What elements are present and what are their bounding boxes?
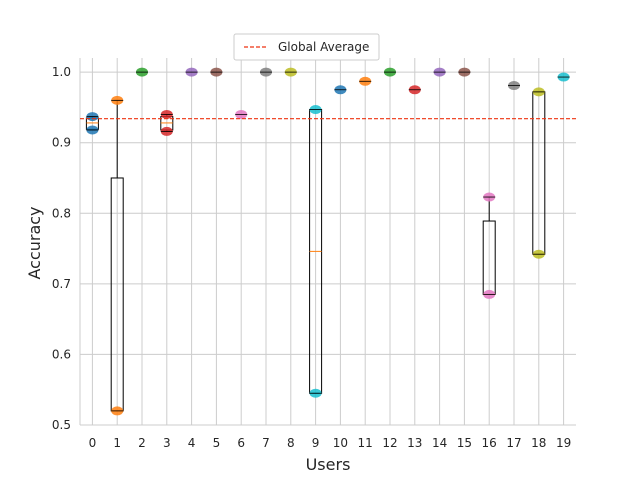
x-tick-label-18: 18 — [531, 436, 546, 450]
y-tick-label-0.8: 0.8 — [52, 206, 71, 220]
x-tick-label-19: 19 — [556, 436, 571, 450]
axes — [79, 58, 576, 426]
x-tick-label-9: 9 — [312, 436, 320, 450]
x-tick-label-11: 11 — [358, 436, 373, 450]
x-tick-label-1: 1 — [113, 436, 121, 450]
x-tick-label-8: 8 — [287, 436, 295, 450]
legend-frame — [233, 33, 380, 61]
x-axis-label: Users — [306, 455, 351, 474]
x-tick-label-15: 15 — [457, 436, 472, 450]
x-tick-label-10: 10 — [333, 436, 348, 450]
legend-label-global-average: Global Average — [278, 40, 369, 54]
x-tick-label-13: 13 — [407, 436, 422, 450]
x-tick-label-14: 14 — [432, 436, 447, 450]
y-tick-label-0.6: 0.6 — [52, 347, 71, 361]
x-tick-label-7: 7 — [262, 436, 270, 450]
x-tick-label-16: 16 — [482, 436, 497, 450]
point-group — [86, 67, 570, 416]
y-tick-labels: 0.5 0.6 0.7 0.8 0.9 1.0 — [52, 65, 71, 432]
x-tick-label-17: 17 — [506, 436, 521, 450]
x-tick-labels: 0 1 2 3 4 5 6 7 8 9 10 11 12 13 14 15 16 17 18 19 — [89, 436, 572, 450]
y-tick-label-0.9: 0.9 — [52, 136, 71, 150]
x-tick-label-3: 3 — [163, 436, 171, 450]
x-tick-label-12: 12 — [382, 436, 397, 450]
x-tick-label-5: 5 — [213, 436, 221, 450]
y-tick-label-0.7: 0.7 — [52, 277, 71, 291]
y-tick-label-1.0: 1.0 — [52, 65, 71, 79]
x-tick-label-6: 6 — [237, 436, 245, 450]
horizontal-gridlines — [80, 71, 576, 426]
x-tick-label-4: 4 — [188, 436, 196, 450]
y-axis-label: Accuracy — [25, 206, 44, 279]
x-tick-label-2: 2 — [138, 436, 146, 450]
x-tick-label-0: 0 — [89, 436, 97, 450]
legend: Global Average — [233, 33, 380, 61]
y-tick-label-0.5: 0.5 — [52, 418, 71, 432]
